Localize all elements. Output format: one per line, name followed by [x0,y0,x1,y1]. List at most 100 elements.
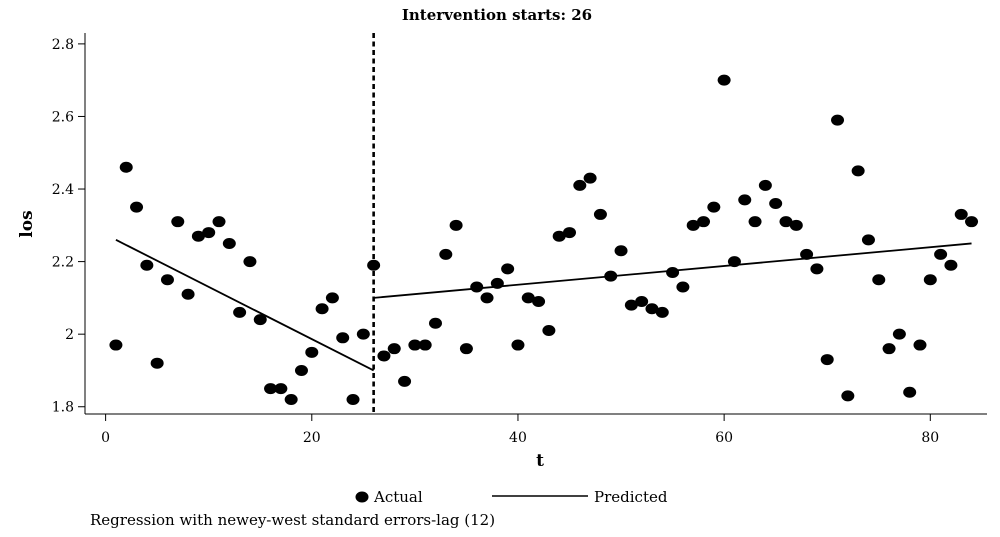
data-point [367,259,381,271]
data-point [965,216,979,228]
data-point [903,386,917,398]
predicted-line-segment [115,239,375,372]
data-point [789,219,803,231]
data-point [892,328,906,340]
legend-predicted-label: Predicted [594,488,668,506]
data-point [635,296,649,308]
data-point [284,393,298,405]
data-point [624,299,638,311]
data-point [707,201,721,213]
data-point [697,216,711,228]
data-point [573,179,587,191]
data-point [449,219,463,231]
data-point [325,292,339,304]
data-point [655,306,669,318]
y-tick-label: 2 [65,327,74,343]
data-point [511,339,525,351]
data-point [552,230,566,242]
data-point [645,303,659,315]
data-point [861,234,875,246]
data-point [800,248,814,260]
data-point [140,259,154,271]
data-point [593,208,607,220]
legend-actual-label: Actual [373,488,423,506]
data-point [439,248,453,260]
data-point [243,256,257,268]
y-tick-label: 2.4 [52,182,74,198]
data-point [212,216,226,228]
data-point [408,339,422,351]
data-point [604,270,618,282]
data-point [181,288,195,300]
data-point [253,314,267,326]
data-point [686,219,700,231]
data-point [841,390,855,402]
data-point [171,216,185,228]
data-point [336,332,350,344]
data-point [882,343,896,355]
data-point [346,393,360,405]
chart-title: Intervention starts: 26 [402,6,592,24]
data-point [377,350,391,362]
data-point [387,343,401,355]
y-axis-label: los [17,210,37,237]
data-point [233,306,247,318]
data-point [563,227,577,239]
x-tick-label: 80 [921,430,939,446]
data-point [851,165,865,177]
data-point [872,274,886,286]
x-tick-label: 60 [715,430,733,446]
data-point [202,227,216,239]
data-point [913,339,927,351]
data-point [532,296,546,308]
data-point [676,281,690,293]
legend-actual-marker [355,491,369,503]
data-point [191,230,205,242]
data-point [264,383,278,395]
x-tick-label: 40 [509,430,527,446]
legend: Actual Predicted [355,488,668,506]
data-point [501,263,515,275]
data-point [274,383,288,395]
data-point [923,274,937,286]
data-point [738,194,752,206]
plot-area [109,33,979,414]
data-point [954,208,968,220]
data-point [356,328,370,340]
data-point [398,375,412,387]
data-point [459,343,473,355]
data-point [418,339,432,351]
data-point [294,364,308,376]
data-point [130,201,144,213]
y-tick-label: 2.8 [52,37,74,53]
data-point [810,263,824,275]
data-point [521,292,535,304]
data-point [428,317,442,329]
data-point [944,259,958,271]
y-tick-label: 2.6 [52,109,74,125]
data-point [470,281,484,293]
y-tick-label: 2.2 [52,255,74,271]
data-point [820,354,834,366]
data-point [758,179,772,191]
data-point [150,357,164,369]
data-point [305,346,319,358]
x-tick-label: 0 [101,430,110,446]
data-point [490,277,504,289]
data-point [480,292,494,304]
x-tick-label: 20 [303,430,321,446]
data-point [614,245,628,257]
data-point [717,74,731,86]
data-point [315,303,329,315]
data-point [748,216,762,228]
data-point [583,172,597,184]
data-point [109,339,123,351]
data-point [119,161,133,173]
data-point [160,274,174,286]
data-point [666,266,680,278]
data-point [727,256,741,268]
data-point [222,237,236,249]
y-tick-label: 1.8 [52,400,74,416]
x-axis-label: t [536,451,544,471]
